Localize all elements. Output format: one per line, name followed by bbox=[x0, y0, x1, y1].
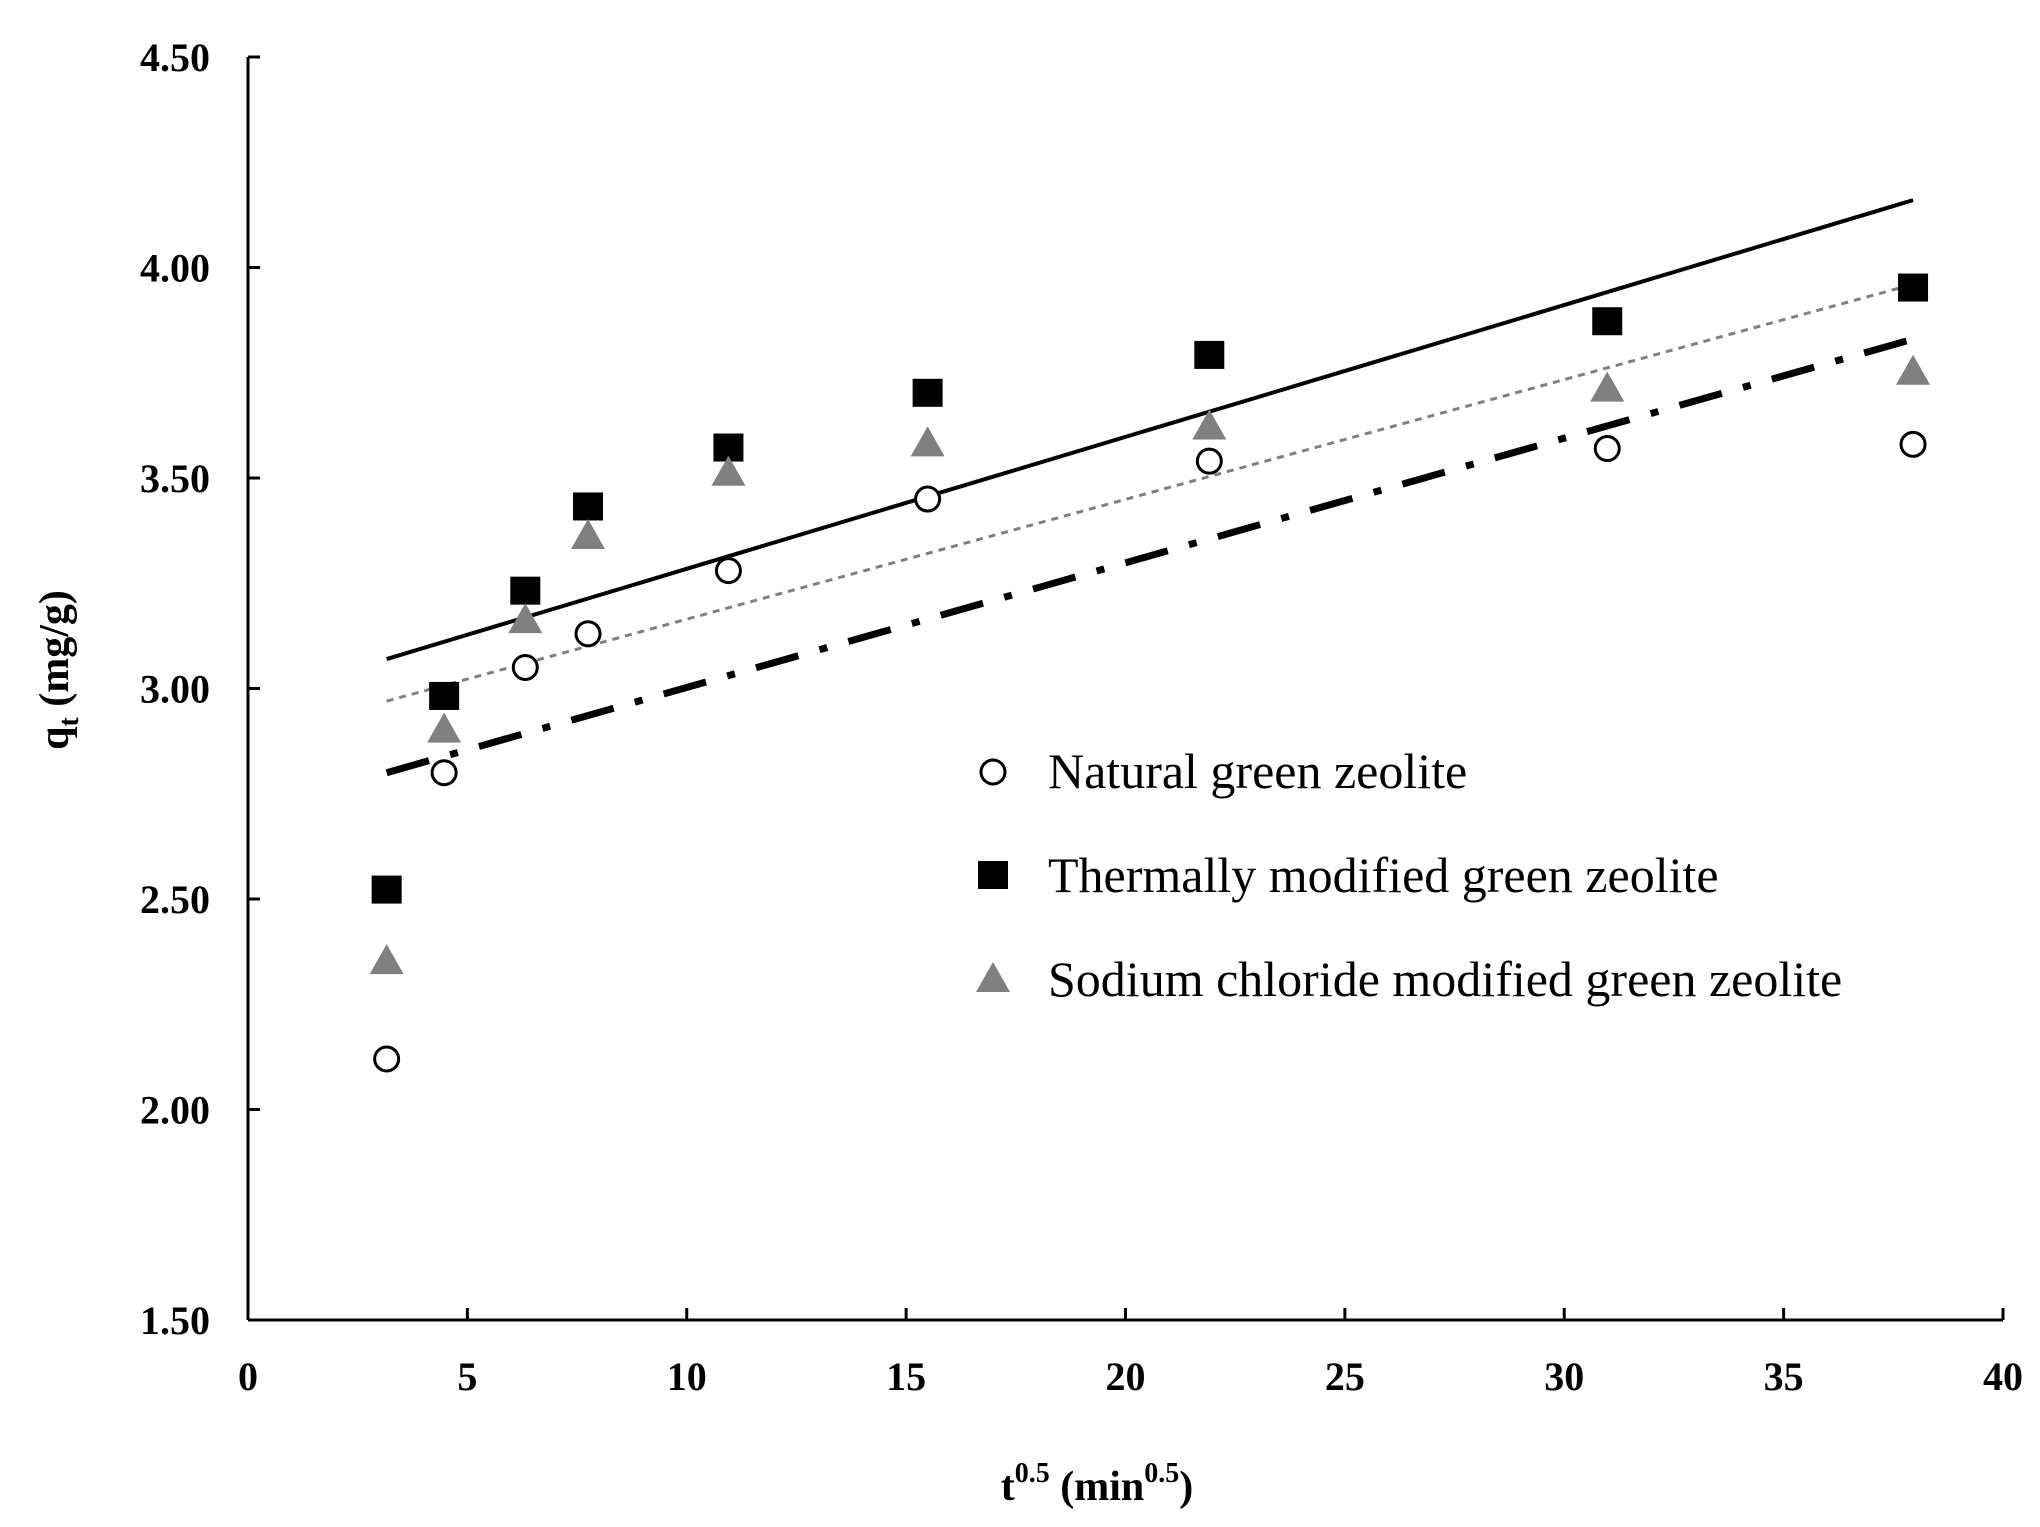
data-point-triangle bbox=[508, 603, 543, 634]
data-point-circle-open bbox=[1195, 447, 1223, 475]
legend: Natural green zeolite Thermally modified … bbox=[976, 743, 1842, 1007]
data-point-triangle bbox=[571, 518, 606, 549]
data-point-square bbox=[429, 681, 460, 710]
data-point-circle-open bbox=[511, 653, 539, 681]
data-point-circle-open bbox=[574, 620, 602, 648]
x-tick-label: 40 bbox=[1983, 1354, 2023, 1399]
x-tick-label: 25 bbox=[1325, 1354, 1365, 1399]
data-point-triangle bbox=[427, 712, 462, 743]
x-tick-label: 20 bbox=[1106, 1354, 1146, 1399]
x-axis-title-base: t bbox=[1001, 1464, 1015, 1510]
legend-label: Natural green zeolite bbox=[1048, 743, 1467, 799]
x-ticks: 0 5 10 15 20 25 30 35 40 bbox=[238, 1308, 2023, 1399]
x-tick-label: 10 bbox=[667, 1354, 707, 1399]
data-point-square bbox=[1194, 340, 1225, 369]
y-tick-label: 2.50 bbox=[140, 877, 210, 922]
x-axis-title: t0.5 (min0.5) bbox=[1001, 1458, 1194, 1510]
fit-line-sodium-chloride-modified-green-zeolite bbox=[386, 282, 1914, 703]
y-axis-title-base: q bbox=[32, 727, 78, 750]
legend-label: Sodium chloride modified green zeolite bbox=[1048, 951, 1842, 1007]
data-point-square bbox=[1592, 307, 1623, 336]
legend-marker-square bbox=[978, 861, 1008, 889]
data-point-circle-open bbox=[1899, 430, 1927, 458]
y-axis-title: qt (mg/g) bbox=[32, 590, 85, 750]
data-point-circle-open bbox=[373, 1045, 401, 1073]
data-point-circle-open bbox=[714, 557, 742, 585]
x-axis-title-sup: 0.5 bbox=[1015, 1458, 1050, 1489]
data-point-triangle bbox=[369, 944, 404, 975]
x-axis-title-unit-close: ) bbox=[1179, 1464, 1193, 1510]
plot-area: 0 5 10 15 20 25 30 35 40 1.50 2.00 2.50 3.00 3.50 4.0… bbox=[140, 35, 2023, 1399]
y-tick-label: 2.00 bbox=[140, 1088, 210, 1133]
fit-lines bbox=[385, 198, 1915, 777]
y-axis-title-sub: t bbox=[54, 717, 85, 727]
x-tick-label: 30 bbox=[1544, 1354, 1584, 1399]
fit-line-natural-green-zeolite bbox=[385, 335, 1915, 777]
data-point-triangle bbox=[1192, 409, 1227, 440]
data-point-triangle bbox=[1896, 354, 1931, 385]
x-tick-label: 35 bbox=[1764, 1354, 1804, 1399]
legend-label: Thermally modified green zeolite bbox=[1048, 847, 1719, 903]
data-point-circle-open bbox=[430, 759, 458, 787]
y-axis-title-unit: (mg/g) bbox=[32, 590, 78, 717]
x-tick-label: 5 bbox=[457, 1354, 477, 1399]
data-point-triangle bbox=[711, 455, 746, 486]
y-ticks: 1.50 2.00 2.50 3.00 3.50 4.00 4.50 bbox=[140, 35, 260, 1343]
data-point-square bbox=[510, 576, 541, 605]
data-point-square bbox=[371, 875, 402, 904]
data-point-square bbox=[573, 492, 604, 521]
markers bbox=[369, 273, 1931, 1073]
y-tick-label: 3.50 bbox=[140, 456, 210, 501]
legend-marker-triangle bbox=[976, 962, 1010, 992]
legend-marker-circle-open bbox=[979, 758, 1007, 786]
y-tick-label: 4.50 bbox=[140, 35, 210, 80]
data-point-square bbox=[912, 378, 943, 407]
x-tick-label: 15 bbox=[886, 1354, 926, 1399]
data-point-square bbox=[1898, 273, 1929, 302]
data-point-circle-open bbox=[1593, 435, 1621, 463]
y-tick-label: 3.00 bbox=[140, 667, 210, 712]
data-point-triangle bbox=[1590, 371, 1625, 402]
y-tick-label: 1.50 bbox=[140, 1298, 210, 1343]
data-point-triangle bbox=[910, 426, 945, 457]
data-point-circle-open bbox=[914, 485, 942, 513]
x-tick-label: 0 bbox=[238, 1354, 258, 1399]
x-axis-title-unit-open: (min bbox=[1050, 1464, 1145, 1510]
y-tick-label: 4.00 bbox=[140, 246, 210, 291]
fit-line-thermally-modified-green-zeolite bbox=[386, 198, 1914, 661]
x-axis-title-unit-sup: 0.5 bbox=[1144, 1458, 1179, 1489]
